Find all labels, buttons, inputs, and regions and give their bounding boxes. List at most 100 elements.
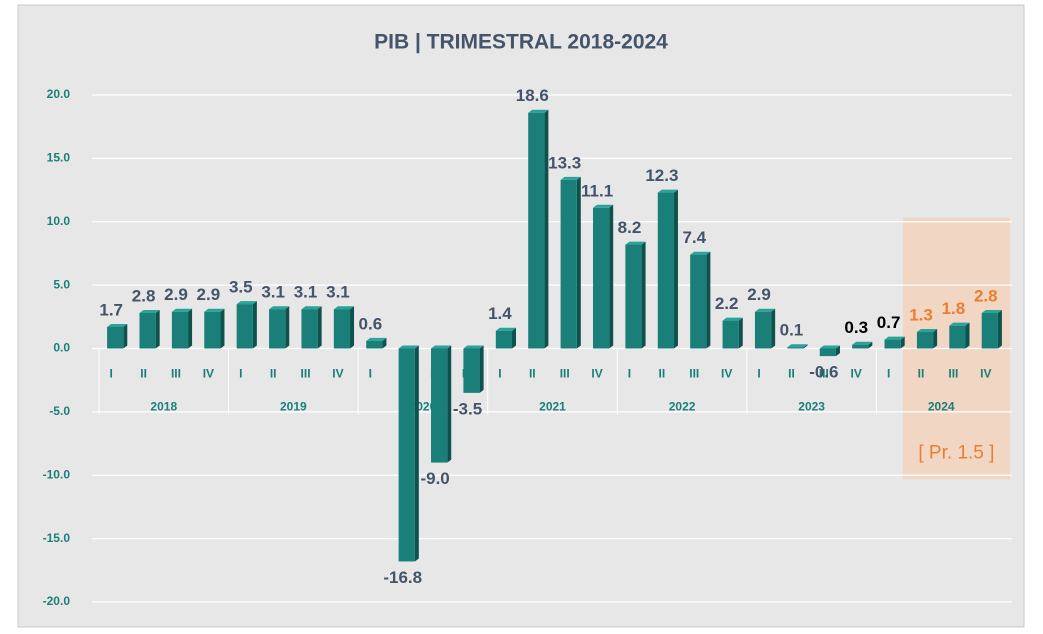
bar xyxy=(528,112,545,349)
x-tick-label: III xyxy=(819,367,829,381)
bar-top xyxy=(625,241,646,245)
y-tick-label: 10.0 xyxy=(47,214,71,228)
value-label: 0.7 xyxy=(877,313,901,332)
bar xyxy=(592,207,610,349)
value-label: 3.1 xyxy=(294,283,318,302)
bar-top xyxy=(657,189,678,193)
bar-side xyxy=(447,345,452,463)
bar xyxy=(884,339,901,349)
bar-side xyxy=(576,176,581,349)
y-tick-label: -10.0 xyxy=(43,467,71,481)
bar xyxy=(107,326,124,349)
bar-side xyxy=(544,109,549,349)
bar-top xyxy=(852,341,873,345)
bar xyxy=(787,347,804,349)
bar-top xyxy=(690,251,711,255)
bar xyxy=(171,311,189,349)
bar-side xyxy=(900,336,905,349)
bar-side xyxy=(803,344,808,349)
value-label: 1.3 xyxy=(909,306,933,325)
bar-top xyxy=(754,308,776,312)
x-tick-label: II xyxy=(529,367,536,381)
bar-side xyxy=(155,310,160,349)
value-label: 7.4 xyxy=(682,228,706,247)
bar-top xyxy=(269,306,290,310)
bar xyxy=(657,192,674,349)
year-label: 2024 xyxy=(928,400,955,414)
value-label: 2.2 xyxy=(715,294,739,313)
year-label: 2023 xyxy=(798,400,825,414)
bar-side xyxy=(997,310,1002,349)
bar-side xyxy=(933,329,938,349)
y-tick-label: 15.0 xyxy=(47,151,71,165)
y-tick-label: 0.0 xyxy=(53,341,70,355)
value-label: 3.1 xyxy=(261,283,285,302)
x-tick-label: III xyxy=(560,367,570,381)
bar-top xyxy=(431,345,452,349)
bar xyxy=(301,309,318,349)
bar-top xyxy=(560,176,581,180)
x-tick-label: III xyxy=(948,367,958,381)
bar xyxy=(754,311,772,349)
bar xyxy=(236,304,253,349)
annotation: [ Pr. 1.5 ] xyxy=(918,443,994,464)
bar-side xyxy=(350,306,355,349)
bar-top xyxy=(949,322,970,326)
value-label: 3.1 xyxy=(326,283,350,302)
bar xyxy=(852,344,869,349)
bar xyxy=(333,309,351,349)
x-tick-label: I xyxy=(110,367,113,381)
x-tick-label: IV xyxy=(332,367,343,381)
value-label: -0.6 xyxy=(809,363,838,382)
bar xyxy=(204,311,221,349)
x-tick-label: II xyxy=(918,367,925,381)
bar-side xyxy=(512,327,517,349)
bar xyxy=(463,348,480,393)
bar xyxy=(949,325,966,349)
bar-side xyxy=(479,345,484,393)
x-tick-label: I xyxy=(628,367,631,381)
y-tick-label: 20.0 xyxy=(47,87,71,101)
bar-top xyxy=(463,345,484,349)
x-tick-label: II xyxy=(270,367,277,381)
value-label: -9.0 xyxy=(420,469,449,488)
x-tick-label: IV xyxy=(203,367,214,381)
bar-side xyxy=(738,317,743,349)
bar-top xyxy=(366,337,387,341)
x-tick-label: III xyxy=(171,367,181,381)
bar-side xyxy=(252,301,257,349)
bar xyxy=(398,348,415,562)
bar-side xyxy=(771,308,776,349)
x-tick-label: I xyxy=(369,367,372,381)
value-label: 2.8 xyxy=(132,286,156,305)
bar xyxy=(431,348,448,463)
bar-side xyxy=(835,345,840,357)
value-label: 1.7 xyxy=(99,300,123,319)
value-label: 2.8 xyxy=(974,286,998,305)
year-label: 2022 xyxy=(669,400,696,414)
bar-side xyxy=(220,308,225,349)
bar-top xyxy=(787,344,808,348)
value-label: 3.5 xyxy=(229,278,253,297)
bar-side xyxy=(317,306,322,349)
bar-top xyxy=(528,109,549,113)
bar-side xyxy=(965,322,970,349)
value-label: 0.3 xyxy=(844,318,868,337)
bar-side xyxy=(123,323,128,349)
bar-side xyxy=(188,308,193,349)
bar xyxy=(495,330,513,349)
bar-side xyxy=(609,204,614,349)
x-tick-label: IV xyxy=(851,367,862,381)
bar-side xyxy=(641,241,646,349)
value-label: 1.4 xyxy=(488,304,512,323)
value-label: 13.3 xyxy=(548,153,581,172)
bar-top xyxy=(722,317,743,321)
bar-top xyxy=(916,329,938,333)
bar-top xyxy=(495,327,517,331)
value-label: 18.6 xyxy=(516,86,549,105)
y-tick-label: -5.0 xyxy=(49,404,70,418)
x-tick-label: I xyxy=(887,367,890,381)
value-label: 8.2 xyxy=(618,218,642,237)
bar-top xyxy=(236,301,257,305)
